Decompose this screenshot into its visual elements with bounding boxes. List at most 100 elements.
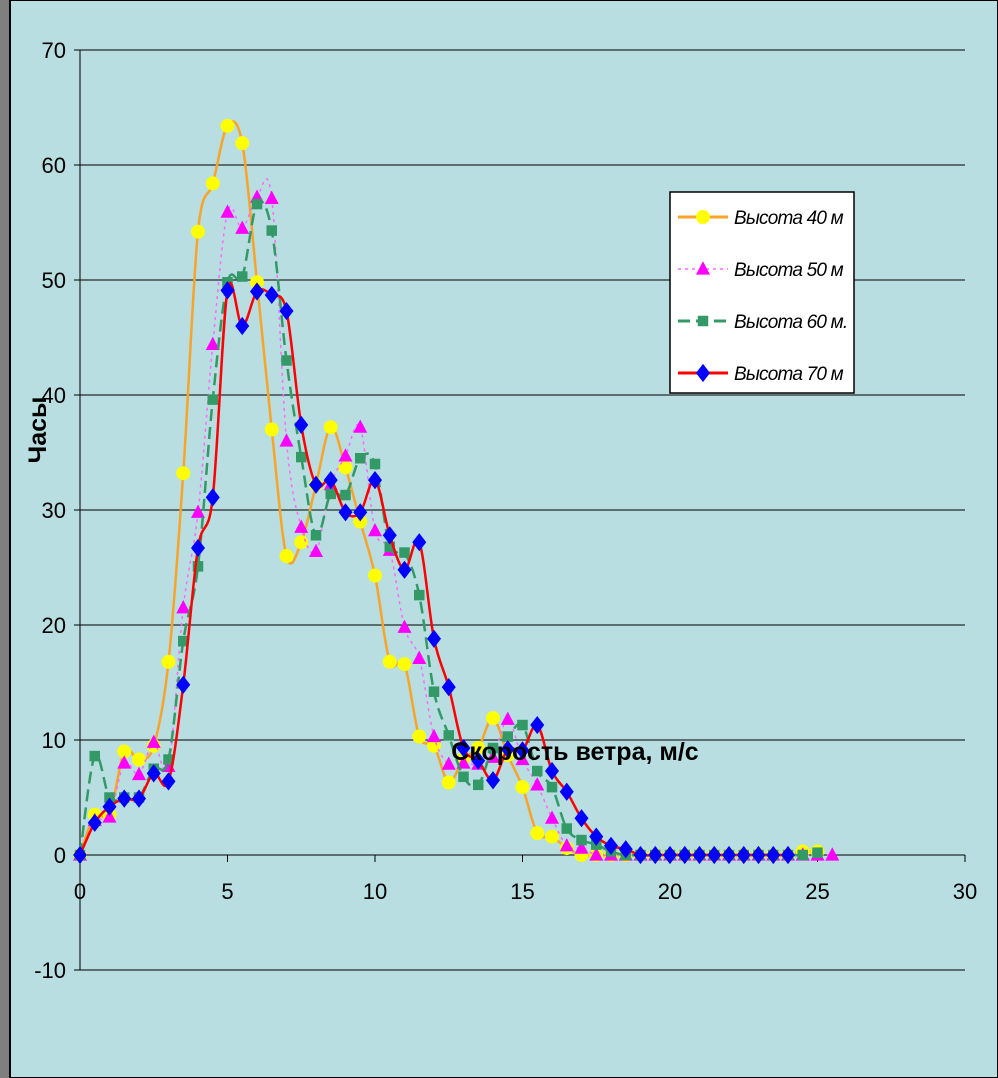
data-point-diamond [500,740,515,759]
data-point-diamond [604,836,618,855]
data-point-diamond [677,845,692,865]
data-point-circle [191,224,205,239]
data-point-circle [205,176,220,191]
data-point-square [812,847,823,858]
data-point-diamond [766,845,781,865]
data-point-triangle [353,419,368,433]
data-point-triangle [264,190,279,204]
chart-area-background [9,0,998,1078]
data-point-diamond [427,629,441,648]
data-point-diamond [397,560,412,579]
data-point-diamond [618,840,633,859]
data-point-triangle [294,519,309,533]
x-tick-label: 15 [510,879,534,904]
data-point-triangle [132,766,146,781]
data-point-square [384,541,395,553]
data-point-diamond [471,751,486,770]
data-point-triangle [205,336,220,350]
data-point-triangle [456,755,471,769]
data-point-circle [250,275,264,290]
data-point-triangle [500,711,515,725]
data-point-square [89,750,100,762]
data-point-diamond [751,845,766,865]
data-point-triangle [559,838,574,852]
legend: Высота 40 м Высота 50 м Высота 60 м. Высота… [669,191,855,394]
data-point-circle [696,210,710,224]
data-point-diamond [191,538,205,558]
data-point-square [517,719,528,731]
data-point-diamond [205,488,220,507]
data-point-square [546,781,558,793]
data-point-square [697,315,709,327]
data-point-diamond [353,503,368,522]
data-point-diamond [545,761,559,781]
data-point-triangle [279,433,294,447]
data-point-diamond [250,282,264,301]
y-tick-label: 10 [42,728,66,753]
data-point-square [251,198,263,210]
data-point-square [355,453,366,464]
data-point-square [797,849,808,861]
data-point-circle [279,549,294,563]
data-point-diamond [161,772,176,791]
data-point-square [340,489,351,501]
x-tick-label: 5 [221,879,233,904]
data-point-square [237,271,248,282]
data-point-diamond [696,363,710,383]
x-axis-title: Скорость ветра, м/с [451,738,699,766]
data-point-circle [132,752,146,767]
data-point-diamond [707,845,722,865]
legend-label: Высота 50 м [734,260,844,281]
data-point-triangle [574,840,589,854]
data-point-triangle [412,650,427,664]
legend-label: Высота 40 м [734,208,844,229]
data-point-diamond [87,813,102,832]
data-point-square [502,731,513,742]
data-point-diamond [235,316,250,336]
data-point-square [369,458,381,470]
data-point-diamond [736,845,751,865]
y-tick-label: 20 [42,613,66,638]
gridlines [80,49,965,971]
legend-box [669,191,855,394]
data-point-diamond [309,475,323,494]
data-point-square [266,225,277,236]
data-point-circle [353,514,368,529]
y-tick-label: 70 [42,38,66,63]
data-point-circle [427,738,441,753]
data-point-circle [294,535,309,550]
data-point-triangle [102,809,117,823]
data-point-diamond [323,471,338,490]
series-4 [73,281,795,865]
data-point-circle [161,654,176,669]
y-axis-title: Часы [24,397,52,464]
data-point-triangle [220,204,235,218]
data-point-circle [264,422,279,437]
x-tick-label: 25 [805,879,829,904]
data-point-diamond [663,845,677,865]
data-point-diamond [692,845,707,865]
data-point-diamond [117,789,132,808]
data-point-square [473,779,484,791]
data-point-square [163,754,174,765]
data-point-diamond [574,809,589,828]
series-line [79,178,833,857]
data-point-circle [323,420,338,435]
x-tick-label: 0 [74,879,86,904]
y-tick-label: 50 [42,268,66,293]
data-point-circle [338,460,353,475]
data-point-diamond [722,845,736,865]
data-point-triangle [545,810,559,824]
data-point-triangle [146,734,161,748]
data-point-square [532,765,543,777]
data-point-diamond [132,789,146,808]
data-point-circle [397,657,412,672]
data-point-diamond [176,675,191,694]
data-point-square [192,561,204,572]
x-tick-label: 10 [363,879,387,904]
data-point-diamond [648,845,663,865]
data-point-diamond [456,738,471,758]
data-point-diamond [530,715,545,735]
data-point-diamond [382,526,397,545]
